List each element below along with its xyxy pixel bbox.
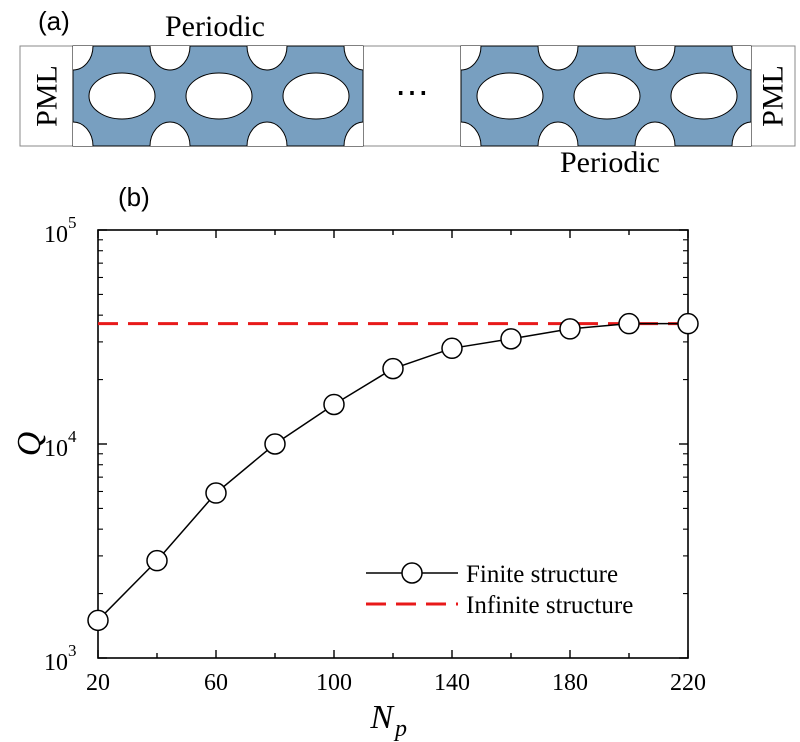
- hole: [731, 121, 751, 146]
- y-tick-exponent: 5: [68, 213, 77, 232]
- data-point: [264, 433, 286, 455]
- hole: [537, 46, 579, 71]
- data-point: [618, 312, 640, 335]
- data-point: [500, 328, 522, 350]
- hole: [73, 121, 94, 146]
- x-tick-label: 100: [316, 670, 352, 696]
- hole: [149, 46, 191, 71]
- pml-right-label: PML: [757, 65, 790, 127]
- x-axis-label-subscript: p: [393, 716, 407, 742]
- legend: Finite structure Infinite structure: [366, 561, 633, 619]
- data-point: [441, 337, 463, 360]
- y-tick-label: 10: [44, 436, 68, 462]
- data-point: [87, 609, 109, 632]
- x-tick-label: 60: [204, 670, 228, 696]
- data-point: [382, 357, 404, 380]
- panel-b-label: (b): [118, 182, 150, 212]
- x-tick-label: 220: [670, 670, 706, 696]
- hole: [461, 121, 482, 146]
- x-axis-label: N: [369, 699, 395, 736]
- legend-infinite-label: Infinite structure: [466, 592, 633, 619]
- hole: [343, 46, 363, 71]
- x-tick-label: 140: [434, 670, 470, 696]
- hole: [476, 72, 544, 120]
- hole: [88, 72, 156, 120]
- y-tick-label: 10: [44, 222, 68, 248]
- ellipsis-label: ⋯: [395, 75, 429, 112]
- hole: [634, 46, 676, 71]
- x-tick-label: 180: [552, 670, 588, 696]
- data-point: [559, 318, 581, 340]
- data-point: [677, 312, 699, 335]
- legend-finite-label: Finite structure: [466, 561, 618, 588]
- periodic-label-top: Periodic: [165, 10, 265, 43]
- hole: [246, 121, 288, 146]
- data-point: [146, 549, 168, 572]
- x-tick-label: 20: [86, 670, 110, 696]
- pml-left-label: PML: [31, 65, 64, 127]
- hole: [461, 46, 482, 71]
- data-point: [205, 482, 227, 504]
- hole: [149, 121, 191, 146]
- hole: [73, 46, 94, 71]
- legend-finite-marker: [401, 562, 423, 584]
- hole: [343, 121, 363, 146]
- holes-left: [73, 46, 363, 146]
- hole: [282, 72, 350, 120]
- y-axis-label: Q: [11, 432, 48, 457]
- hole: [185, 72, 253, 120]
- y-tick-label: 10: [44, 650, 68, 676]
- hole: [731, 46, 751, 71]
- y-tick-exponent: 4: [68, 427, 77, 446]
- y-tick-exponent: 3: [68, 641, 77, 660]
- hole: [537, 121, 579, 146]
- series-layer: [87, 312, 699, 632]
- panel-a-label: (a): [38, 6, 70, 36]
- hole: [634, 121, 676, 146]
- panel-a: (a) Periodic Periodic PML PML ⋯: [19, 6, 796, 179]
- holes-right: [461, 46, 751, 146]
- hole: [246, 46, 288, 71]
- hole: [670, 72, 738, 120]
- data-point: [323, 393, 345, 416]
- structure-outline: [19, 45, 796, 147]
- hole: [573, 72, 641, 120]
- periodic-label-bottom: Periodic: [560, 146, 660, 179]
